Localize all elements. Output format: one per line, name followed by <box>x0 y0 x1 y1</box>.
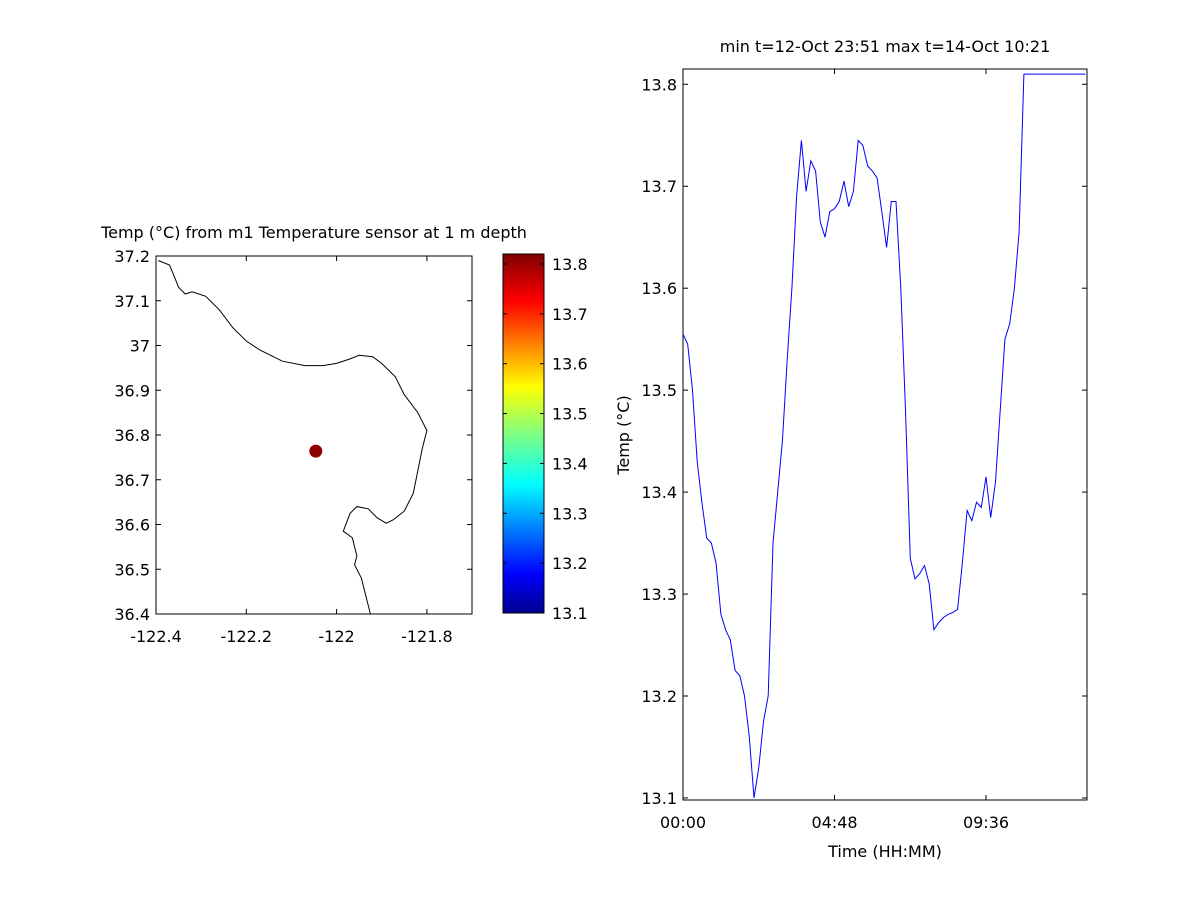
line-y-tick-label: 13.1 <box>641 789 677 808</box>
line-x-axis-label: Time (HH:MM) <box>827 842 942 861</box>
line-x-ticks: 00:00 04:48 09:36 <box>660 69 1009 832</box>
colorbar-tick-label: 13.3 <box>552 504 588 523</box>
line-y-tick-label: 13.7 <box>641 177 677 196</box>
line-y-tick-label: 13.3 <box>641 585 677 604</box>
colorbar-tick-label: 13.8 <box>552 255 588 274</box>
map-y-tick-label: 37 <box>130 337 150 356</box>
map-y-tick-label: 37.1 <box>114 292 150 311</box>
colorbar-tick-label: 13.6 <box>552 355 588 374</box>
line-title: min t=12-Oct 23:51 max t=14-Oct 10:21 <box>720 37 1051 56</box>
line-x-tick-label: 09:36 <box>963 813 1009 832</box>
coastline <box>158 260 428 614</box>
colorbar-gradient <box>502 253 545 614</box>
map-axes-frame <box>155 255 473 615</box>
line-y-axis-label: Temp (°C) <box>614 395 633 475</box>
line-y-ticks: 13.1 13.2 13.3 13.4 13.5 13.6 13.7 13.8 <box>641 75 1087 808</box>
line-y-tick-label: 13.8 <box>641 75 677 94</box>
map-y-tick-label: 37.2 <box>114 247 150 266</box>
colorbar-ticks: 13.1 13.2 13.3 13.4 13.5 13.6 13.7 13.8 <box>503 255 588 623</box>
line-x-tick-label: 00:00 <box>660 813 706 832</box>
line-axes-frame <box>682 68 1088 801</box>
line-y-tick-label: 13.6 <box>641 279 677 298</box>
line-y-tick-label: 13.2 <box>641 687 677 706</box>
colorbar-tick-label: 13.4 <box>552 454 588 473</box>
colorbar-tick-label: 13.1 <box>552 604 588 623</box>
colorbar: 13.1 13.2 13.3 13.4 13.5 13.6 13.7 13.8 <box>502 253 588 623</box>
map-x-tick-label: -121.8 <box>401 627 453 646</box>
line-y-tick-label: 13.5 <box>641 381 677 400</box>
map-y-ticks: 36.4 36.5 36.6 36.7 36.8 36.9 37 37.1 37.2 <box>114 247 472 624</box>
map-y-tick-label: 36.7 <box>114 471 150 490</box>
colorbar-tick-label: 13.5 <box>552 405 588 424</box>
map-y-tick-label: 36.5 <box>114 560 150 579</box>
colorbar-tick-label: 13.2 <box>552 554 588 573</box>
map-y-tick-label: 36.9 <box>114 381 150 400</box>
map-y-tick-label: 36.8 <box>114 426 150 445</box>
map-x-tick-label: -122.2 <box>220 627 272 646</box>
map-x-ticks: -122.4 -122.2 -122 -121.8 <box>130 256 453 646</box>
line-panel: min t=12-Oct 23:51 max t=14-Oct 10:21 00… <box>614 37 1088 861</box>
map-y-tick-label: 36.6 <box>114 516 150 535</box>
map-y-tick-label: 36.4 <box>114 605 150 624</box>
map-panel: Temp (°C) from m1 Temperature sensor at … <box>100 223 527 646</box>
map-title: Temp (°C) from m1 Temperature sensor at … <box>100 223 527 242</box>
colorbar-tick-label: 13.7 <box>552 305 588 324</box>
map-x-tick-label: -122.4 <box>130 627 182 646</box>
map-x-tick-label: -122 <box>318 627 354 646</box>
station-marker <box>309 444 323 458</box>
line-y-tick-label: 13.4 <box>641 483 677 502</box>
line-x-tick-label: 04:48 <box>811 813 857 832</box>
temperature-series-line <box>683 73 1086 799</box>
